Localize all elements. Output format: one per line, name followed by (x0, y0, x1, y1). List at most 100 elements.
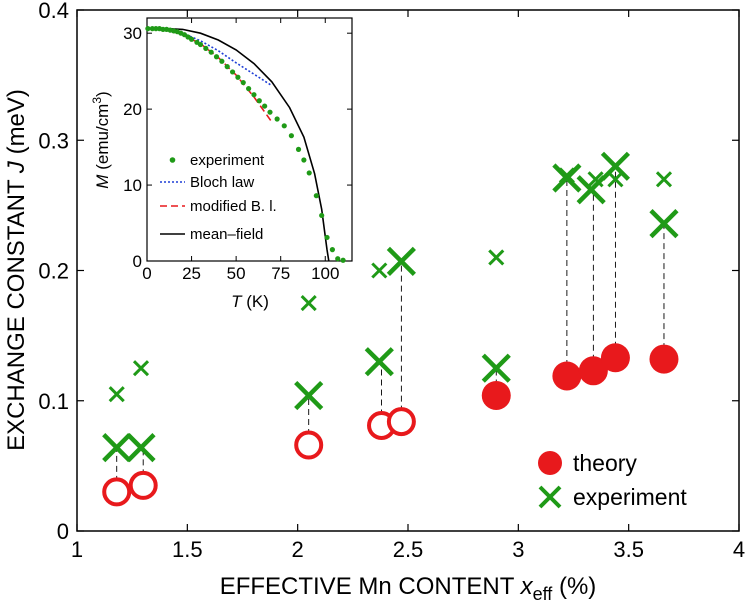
inset-experiment-point (229, 69, 236, 75)
main-x-tick-label: 2 (292, 537, 304, 562)
main-axis-ticks (76, 9, 740, 532)
inset-x-tick-label: 100 (311, 264, 339, 283)
inset-x-tick-label: 25 (182, 264, 201, 283)
inset-experiment-point (203, 45, 209, 51)
main-x-tick-label: 1 (71, 537, 83, 562)
experiment-large-point (576, 175, 606, 205)
inset-experiment-point (235, 74, 241, 80)
theory-open-point (102, 477, 132, 507)
inset-axis-ticks (146, 18, 352, 262)
inset-x-tick-labels: 0 25 50 75 100 (142, 264, 339, 283)
legend-experiment-marker (538, 485, 562, 509)
experiment-small-point (587, 171, 604, 188)
inset-experiment-point (329, 247, 335, 253)
legend-experiment-label: experiment (573, 484, 687, 510)
inset-experiment-point (224, 64, 230, 70)
main-x-tick-label: 2.5 (393, 537, 424, 562)
experiment-large-point (600, 151, 631, 181)
inset-experiment-point (251, 92, 257, 98)
experiment-large-point (552, 163, 582, 193)
inset-x-tick-label: 75 (271, 264, 290, 283)
inset-legend-label: mean–field (190, 226, 263, 243)
theory-filled-markers (481, 343, 679, 411)
inset-x-unit: (K) (246, 292, 269, 311)
inset-x-tick-label: 50 (227, 264, 246, 283)
y-axis-title-unit: (meV) (3, 89, 30, 154)
main-x-tick-label: 3 (512, 537, 524, 562)
inset-experiment-point (313, 193, 319, 199)
inset-experiment-point (295, 146, 302, 152)
inset-experiment-point (301, 157, 307, 163)
experiment-large-point (481, 353, 511, 383)
inset-experiment-point (240, 79, 246, 86)
inset-legend-label: modified B. l. (190, 198, 277, 215)
inset-experiment-points (145, 26, 346, 263)
main-y-tick-label: 0.4 (38, 0, 69, 23)
y-axis-title: EXCHANGE CONSTANT J (meV) (3, 89, 30, 451)
inset-x-tick-label: 0 (142, 264, 151, 283)
experiment-small-point (132, 360, 150, 377)
main-x-tick-label: 3.5 (613, 537, 644, 562)
y-axis-title-text: EXCHANGE CONSTANT (3, 179, 30, 451)
inset-x-axis-title: T (K) (231, 292, 269, 311)
experiment-large-markers (102, 151, 679, 463)
inset-experiment-point (160, 26, 166, 32)
inset-y-tick-label: 20 (123, 100, 142, 119)
inset-experiment-point (188, 36, 195, 42)
inset-experiment-point (288, 133, 294, 139)
y-axis-title-var: J (3, 160, 30, 174)
inset-y-tick-label: 30 (123, 24, 142, 43)
main-x-tick-label: 1.5 (172, 537, 203, 562)
experiment-large-point (126, 433, 156, 463)
inset-experiment-point (319, 212, 325, 219)
dashed-link-lines (116, 166, 665, 492)
inset-experiment-point (274, 116, 280, 122)
experiment-large-point (649, 209, 679, 239)
inset-y-axis-title: M (emu/cm3) (90, 91, 112, 188)
main-y-tick-label: 0.1 (38, 389, 69, 414)
main-y-tick-label: 0 (57, 519, 69, 544)
x-axis-title-unit: (%) (559, 573, 596, 600)
inset-x-var: T (231, 292, 243, 311)
experiment-small-point (108, 386, 125, 403)
x-axis-title-sub: eff (533, 584, 554, 602)
inset-experiment-point (219, 58, 225, 64)
meanfield-curve (147, 27, 330, 262)
inset-experiment-point (246, 86, 252, 92)
main-x-tick-labels: 1 1.5 2 2.5 3 3.5 4 (71, 537, 745, 562)
inset-experiment-point (256, 98, 262, 104)
theory-open-point (386, 407, 416, 437)
x-axis-title-var: x (520, 573, 534, 600)
inset-experiment-point (335, 256, 341, 262)
inset-y-sup: 3 (90, 97, 104, 104)
inset-experiment-point (262, 103, 268, 109)
inset-experiment-point (281, 123, 287, 129)
legend-theory-marker (538, 451, 562, 475)
experiment-small-point (607, 171, 624, 188)
inset-legend-label: experiment (190, 152, 265, 169)
theory-filled-point (481, 381, 511, 411)
inset-experiment-point (213, 54, 220, 60)
inset-chart: 0 25 50 75 100 0 10 20 30 experiment Bloch law mo… (90, 17, 353, 311)
experiment-large-point (294, 380, 324, 411)
inset-y-tick-label: 10 (123, 176, 142, 195)
inset-y-tick-label: 0 (133, 252, 142, 271)
experiment-large-point (386, 246, 416, 276)
inset-experiment-point (145, 26, 151, 32)
inset-experiment-point (149, 26, 155, 32)
experiment-small-point (655, 171, 673, 188)
experiment-large-point (102, 433, 132, 463)
inset-y-tick-labels: 0 10 20 30 (123, 24, 142, 271)
main-y-tick-label: 0.3 (38, 128, 69, 153)
inset-experiment-point (208, 49, 214, 55)
theory-filled-point (578, 356, 608, 386)
theory-open-point (128, 470, 158, 500)
theory-open-point (294, 430, 324, 460)
inset-experiment-point (153, 26, 159, 32)
inset-experiment-point (324, 234, 330, 241)
main-legend: theory experiment (538, 450, 687, 510)
experiment-small-point (371, 262, 388, 279)
theory-filled-point (600, 343, 630, 373)
inset-experiment-point (197, 41, 204, 48)
inset-experiment-point (340, 257, 346, 263)
